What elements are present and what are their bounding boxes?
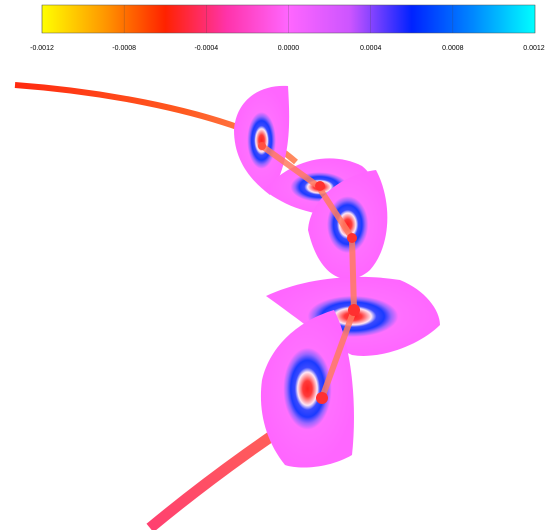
core — [315, 181, 325, 191]
vortex-sheet — [261, 310, 354, 468]
tick-label: 0.0000 — [278, 45, 300, 52]
core — [258, 142, 266, 150]
tick-label: -0.0012 — [30, 45, 54, 52]
core — [347, 233, 357, 243]
tick-label: -0.0008 — [112, 45, 136, 52]
visualization — [15, 85, 440, 528]
tick-label: 0.0012 — [523, 45, 545, 52]
page: -0.0012 -0.0008 -0.0004 0.0000 0.0004 0.0008 0… — [0, 0, 548, 530]
colorbar: -0.0012 -0.0008 -0.0004 0.0000 0.0004 0.0008 0… — [30, 5, 545, 52]
scene: -0.0012 -0.0008 -0.0004 0.0000 0.0004 0.0008 0… — [0, 0, 548, 530]
tick-label: 0.0008 — [442, 45, 464, 52]
tick-label: 0.0004 — [360, 45, 382, 52]
tick-label: -0.0004 — [194, 45, 218, 52]
core — [316, 392, 328, 404]
core — [348, 304, 360, 316]
